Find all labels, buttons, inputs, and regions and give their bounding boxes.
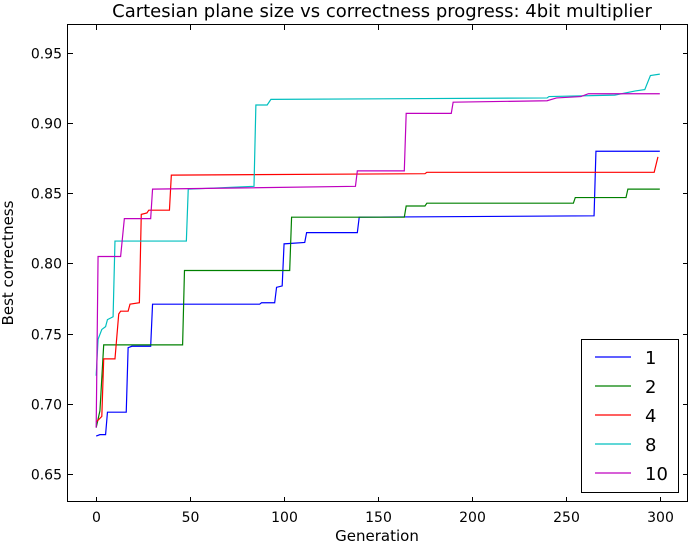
series-line-4 xyxy=(95,156,659,423)
ticks-layer: 0 50 100 150 200 250 300 0.65 0.70 0.75 0.80 0.85 0.… xyxy=(31,25,688,526)
series-layer xyxy=(95,73,660,437)
y-tick-label: 0.65 xyxy=(31,468,62,484)
y-tick-label: 0.80 xyxy=(31,257,62,273)
y-tick-label: 0.90 xyxy=(31,117,62,133)
y-tick-label: 0.70 xyxy=(31,398,62,414)
series-line-1 xyxy=(95,150,660,437)
legend-label-1: 1 xyxy=(645,348,656,369)
y-tick-label: 0.95 xyxy=(31,47,62,63)
x-tick-label: 250 xyxy=(553,510,580,526)
y-tick-label: 0.85 xyxy=(31,187,62,203)
y-axis-label: Best correctness xyxy=(0,200,17,325)
legend-label-2: 2 xyxy=(645,377,656,398)
legend-label-4: 4 xyxy=(645,406,656,427)
legend: 1 2 4 8 10 xyxy=(581,339,679,493)
x-axis-label: Generation xyxy=(335,527,419,545)
series-line-2 xyxy=(95,188,660,428)
y-tick-label: 0.75 xyxy=(31,328,62,344)
legend-label-8: 8 xyxy=(645,435,656,456)
x-tick-label: 300 xyxy=(647,510,674,526)
legend-label-10: 10 xyxy=(645,464,668,485)
legend-frame xyxy=(581,339,679,493)
x-tick-label: 200 xyxy=(459,510,486,526)
series-line-8 xyxy=(95,73,660,376)
x-tick-label: 150 xyxy=(365,510,392,526)
x-tick-label: 0 xyxy=(92,510,101,526)
series-line-10 xyxy=(95,93,660,428)
x-tick-label: 50 xyxy=(182,510,200,526)
chart-title: Cartesian plane size vs correctness prog… xyxy=(112,1,652,22)
x-tick-label: 100 xyxy=(271,510,298,526)
